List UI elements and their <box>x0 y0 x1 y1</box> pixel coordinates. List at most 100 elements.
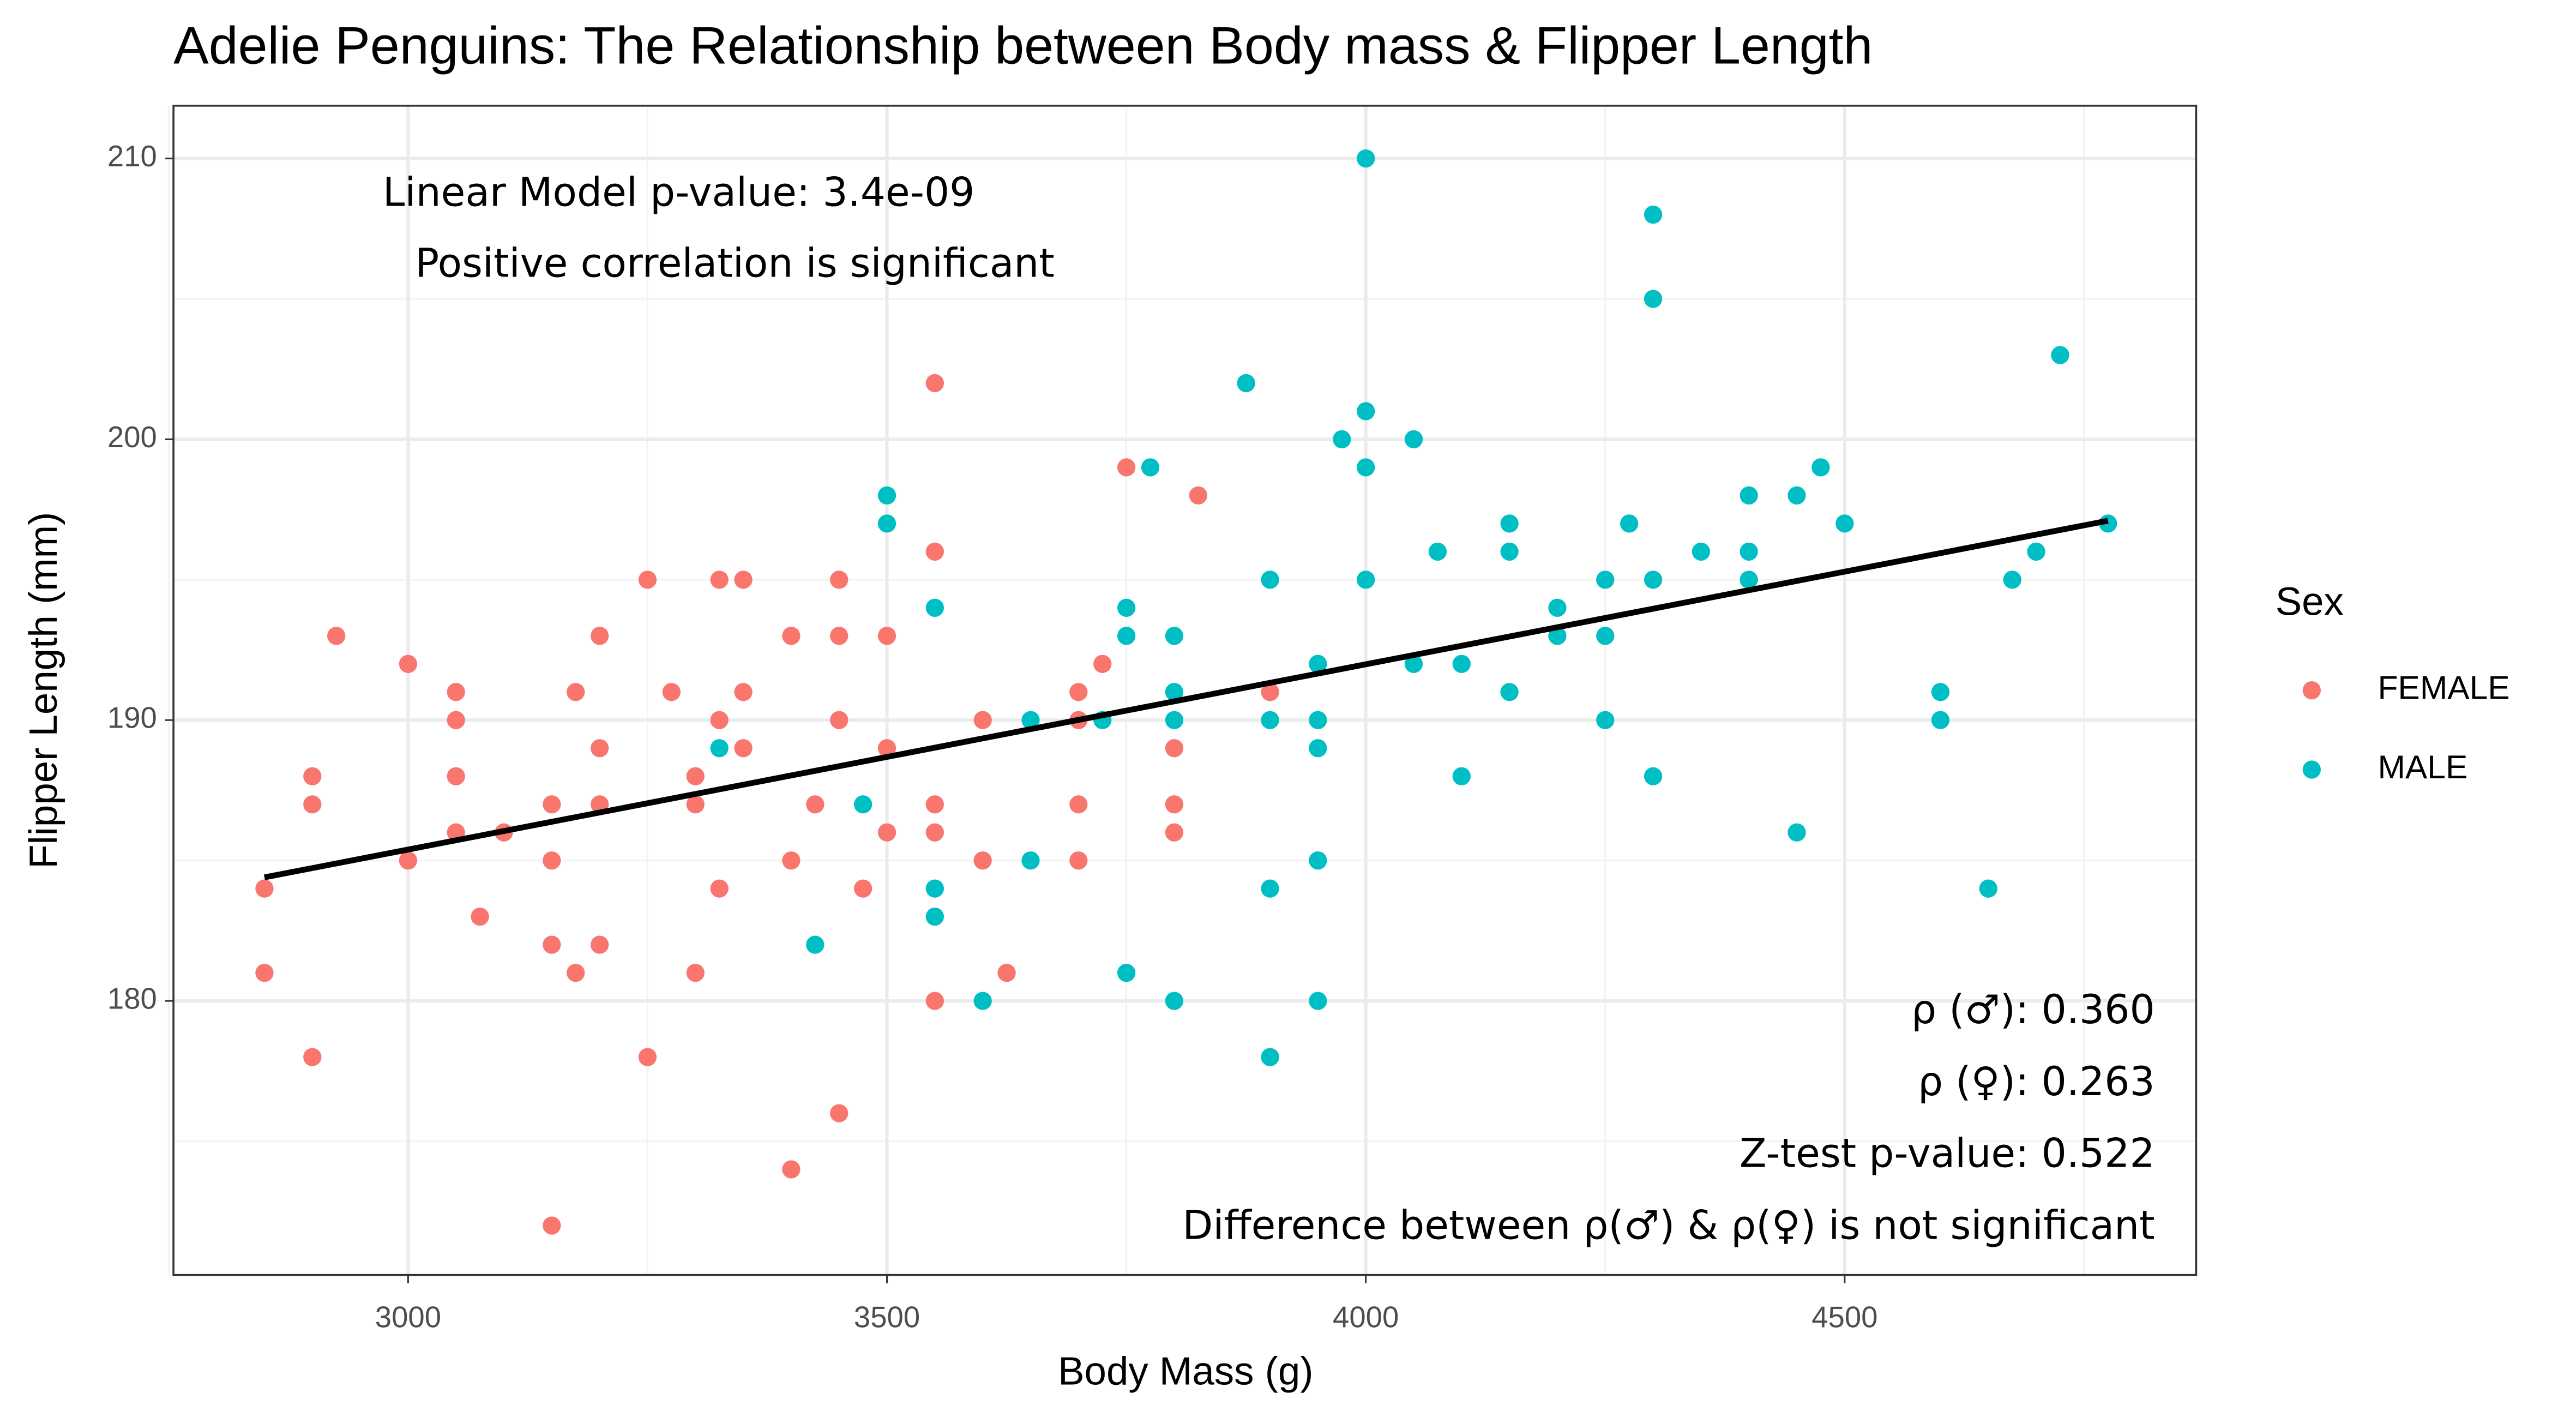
legend-title: Sex <box>2276 579 2344 623</box>
x-tick-label: 4500 <box>1811 1301 1877 1334</box>
point <box>830 571 848 589</box>
plot-border <box>172 104 2198 1276</box>
point <box>1261 879 1279 898</box>
point <box>1500 542 1519 561</box>
legend-label: FEMALE <box>2378 669 2509 706</box>
point <box>591 935 609 954</box>
point <box>925 879 944 898</box>
point <box>1117 963 1136 982</box>
point <box>1644 290 1663 308</box>
point <box>1357 458 1375 477</box>
y-tick-label: 190 <box>107 701 157 735</box>
point <box>255 879 274 898</box>
point <box>662 683 681 701</box>
point <box>1333 430 1351 449</box>
point <box>1069 795 1088 814</box>
point <box>1931 683 1950 701</box>
point <box>877 514 896 533</box>
x-tick-label: 3000 <box>375 1301 441 1334</box>
point <box>1500 514 1519 533</box>
y-tick-label: 210 <box>107 140 157 173</box>
point <box>1069 851 1088 870</box>
point <box>638 1048 657 1066</box>
point <box>1740 571 1758 589</box>
point <box>638 571 657 589</box>
annotation: Positive correlation is significant <box>415 241 1054 287</box>
point <box>710 571 729 589</box>
point <box>1141 458 1160 477</box>
point <box>925 374 944 393</box>
point <box>1740 486 1758 505</box>
point <box>1261 711 1279 729</box>
legend-marker <box>2302 681 2321 700</box>
point <box>1261 1048 1279 1066</box>
point <box>447 767 465 785</box>
point <box>567 683 585 701</box>
annotation: Difference between ρ(♂) & ρ(♀) is not si… <box>1182 1203 2154 1248</box>
point <box>1021 851 1040 870</box>
y-tick-label: 180 <box>107 982 157 1015</box>
point <box>1117 458 1136 477</box>
point <box>1452 655 1471 673</box>
point <box>543 851 561 870</box>
point <box>925 542 944 561</box>
point <box>1309 739 1327 758</box>
point <box>853 795 872 814</box>
point <box>1979 879 1997 898</box>
point <box>1644 767 1663 785</box>
point <box>1787 823 1806 842</box>
point <box>925 795 944 814</box>
chart-title: Adelie Penguins: The Relationship betwee… <box>173 15 1873 75</box>
point <box>1644 205 1663 224</box>
point <box>1237 374 1255 393</box>
point <box>877 627 896 645</box>
x-tick-label: 4000 <box>1333 1301 1399 1334</box>
point <box>1021 711 1040 729</box>
point <box>782 1160 801 1179</box>
x-axis-title: Body Mass (g) <box>1058 1349 1313 1393</box>
point <box>1309 851 1327 870</box>
point <box>877 739 896 758</box>
point <box>1811 458 1830 477</box>
point <box>1835 514 1854 533</box>
point <box>1165 627 1184 645</box>
point <box>1644 571 1663 589</box>
annotation: Linear Model p-value: 3.4e-09 <box>383 170 974 215</box>
point <box>1548 627 1567 645</box>
point <box>591 627 609 645</box>
point <box>1309 655 1327 673</box>
point <box>806 795 824 814</box>
point <box>303 795 322 814</box>
point <box>1165 683 1184 701</box>
point <box>710 711 729 729</box>
point <box>1357 149 1375 168</box>
point <box>925 823 944 842</box>
point <box>925 992 944 1010</box>
point <box>591 739 609 758</box>
annotation: Z-test p-value: 0.522 <box>1740 1131 2155 1177</box>
point <box>686 795 705 814</box>
legend-marker <box>2302 760 2321 779</box>
point <box>1931 711 1950 729</box>
point <box>877 823 896 842</box>
point <box>806 935 824 954</box>
point <box>1500 683 1519 701</box>
point <box>1165 739 1184 758</box>
point <box>1740 542 1758 561</box>
point <box>1596 571 1615 589</box>
point <box>303 767 322 785</box>
point <box>2051 346 2069 364</box>
point <box>782 851 801 870</box>
point <box>543 1216 561 1235</box>
point <box>1261 683 1279 701</box>
point <box>399 851 418 870</box>
point <box>1692 542 1711 561</box>
point <box>1309 992 1327 1010</box>
point <box>2003 571 2021 589</box>
point <box>853 879 872 898</box>
point <box>1404 430 1423 449</box>
point <box>734 571 753 589</box>
point <box>1357 402 1375 421</box>
